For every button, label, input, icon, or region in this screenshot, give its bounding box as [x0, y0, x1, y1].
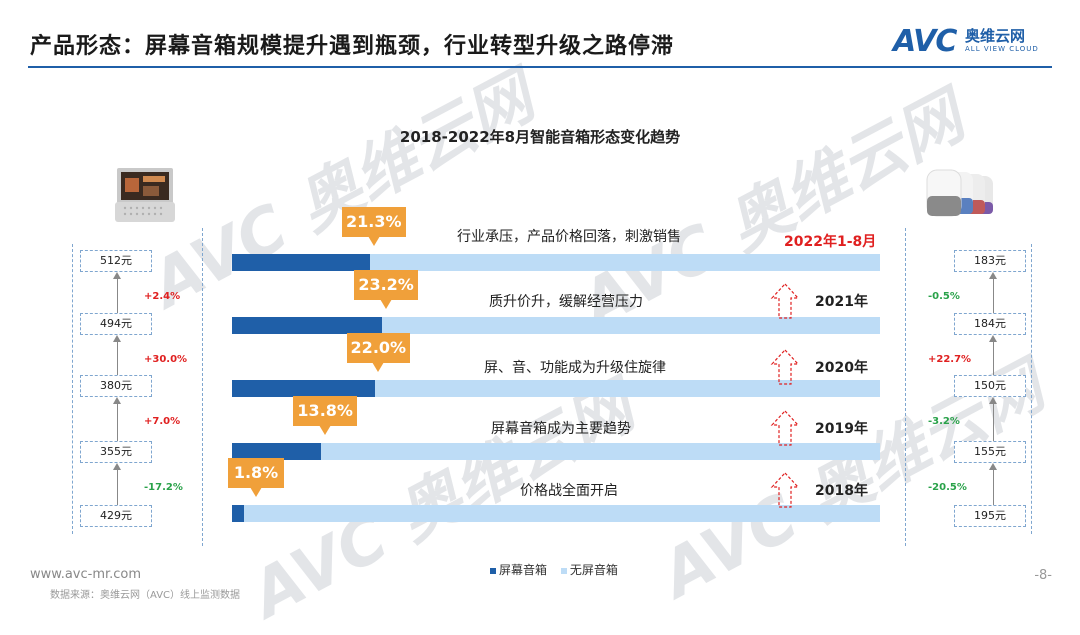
connector-line: [993, 278, 994, 313]
bar-fill-screen: [232, 254, 371, 271]
up-arrow-outline-icon: [770, 472, 800, 508]
connector-line: [117, 469, 118, 505]
connector-line: [993, 469, 994, 505]
price-box: 380元: [80, 375, 152, 397]
data-label-callout: 21.3%: [342, 207, 406, 246]
bar-annotation: 屏幕音箱成为主要趋势: [491, 421, 631, 437]
legend-label-screen: 屏幕音箱: [499, 563, 548, 577]
percent-change: +30.0%: [144, 354, 188, 365]
bar-row-no-screen: [232, 317, 880, 334]
up-arrow-outline-icon: [770, 283, 800, 319]
bar-annotation: 质升价升，缓解经营压力: [489, 294, 643, 310]
price-box: 195元: [954, 505, 1026, 527]
price-box: 355元: [80, 441, 152, 463]
arrow-up-icon: [113, 463, 121, 470]
arrow-up-icon: [113, 335, 121, 342]
bar-fill-screen: [232, 443, 322, 460]
category-label: 2022年1-8月: [784, 234, 877, 250]
bar-row-no-screen: [232, 254, 880, 271]
logo-cn: 奥维云网: [965, 27, 1026, 45]
up-arrow-outline-icon: [770, 410, 800, 446]
arrow-up-icon: [989, 397, 997, 404]
bar-row-no-screen: [232, 505, 880, 522]
price-box: 429元: [80, 505, 152, 527]
smart-display-icon: [115, 168, 175, 222]
connector-line: [117, 403, 118, 441]
data-label-callout: 1.8%: [228, 458, 284, 497]
arrow-up-icon: [113, 397, 121, 404]
data-label-callout: 22.0%: [346, 333, 411, 372]
category-label: 2021年: [815, 294, 868, 310]
price-box: 184元: [954, 313, 1026, 335]
price-box: 183元: [954, 250, 1026, 272]
right-outer-dashed-line: [1031, 244, 1032, 534]
smart-speaker-icon: [926, 169, 993, 217]
page-number: -8-: [1034, 568, 1052, 583]
footer-url: www.avc-mr.com: [30, 567, 142, 582]
arrow-up-icon: [989, 335, 997, 342]
avc-logo: AVC 奥维云网 ALL VIEW CLOUD: [893, 24, 1053, 60]
arrow-up-icon: [989, 463, 997, 470]
arrow-up-icon: [989, 272, 997, 279]
price-box: 512元: [80, 250, 152, 272]
price-box: 155元: [954, 441, 1026, 463]
category-label: 2019年: [815, 421, 868, 437]
percent-change: -0.5%: [928, 291, 960, 302]
bar-row-no-screen: [232, 443, 880, 460]
percent-change: +2.4%: [144, 291, 181, 302]
legend-label-no-screen: 无屏音箱: [569, 563, 618, 577]
bar-fill-screen: [232, 317, 383, 334]
up-arrow-outline-icon: [770, 349, 800, 385]
connector-line: [993, 341, 994, 375]
legend-swatch-screen: [490, 567, 496, 574]
percent-change: +7.0%: [144, 416, 181, 427]
connector-line: [117, 278, 118, 313]
left-dashed-line: [202, 228, 203, 546]
bar-fill-screen: [232, 380, 375, 397]
percent-change: -20.5%: [928, 482, 967, 493]
data-label-callout: 13.8%: [293, 396, 357, 435]
bar-annotation: 屏、音、功能成为升级住旋律: [484, 360, 666, 376]
right-dashed-line: [905, 228, 906, 546]
legend-item-no-screen: 无屏音箱: [560, 561, 618, 578]
title-divider: [28, 66, 1052, 68]
legend-item-screen: 屏幕音箱: [490, 561, 547, 578]
connector-line: [117, 341, 118, 375]
bar-annotation: 行业承压，产品价格回落，刺激销售: [457, 229, 681, 245]
data-label-callout: 23.2%: [354, 270, 418, 309]
arrow-up-icon: [113, 272, 121, 279]
left-outer-dashed-line: [72, 244, 73, 534]
data-source: 数据来源：奥维云网（AVC）线上监测数据: [50, 590, 241, 601]
legend-swatch-no-screen: [560, 567, 567, 574]
logo-en: ALL VIEW CLOUD: [965, 45, 1039, 53]
percent-change: +22.7%: [928, 354, 972, 365]
price-box: 494元: [80, 313, 152, 335]
category-label: 2018年: [815, 483, 868, 499]
bar-row-no-screen: [232, 380, 880, 397]
watermark: AVC 奥维云网: [140, 60, 546, 323]
price-box: 150元: [954, 375, 1026, 397]
category-label: 2020年: [815, 360, 868, 376]
legend: 屏幕音箱 无屏音箱: [490, 561, 628, 578]
bar-fill-screen: [232, 505, 244, 522]
chart-title: 2018-2022年8月智能音箱形态变化趋势: [399, 128, 681, 146]
percent-change: -3.2%: [928, 416, 960, 427]
connector-line: [993, 403, 994, 441]
percent-change: -17.2%: [144, 482, 183, 493]
logo-mark: AVC: [893, 24, 957, 59]
page-title: 产品形态：屏幕音箱规模提升遇到瓶颈，行业转型升级之路停滞: [30, 34, 675, 59]
bar-annotation: 价格战全面开启: [520, 483, 618, 499]
